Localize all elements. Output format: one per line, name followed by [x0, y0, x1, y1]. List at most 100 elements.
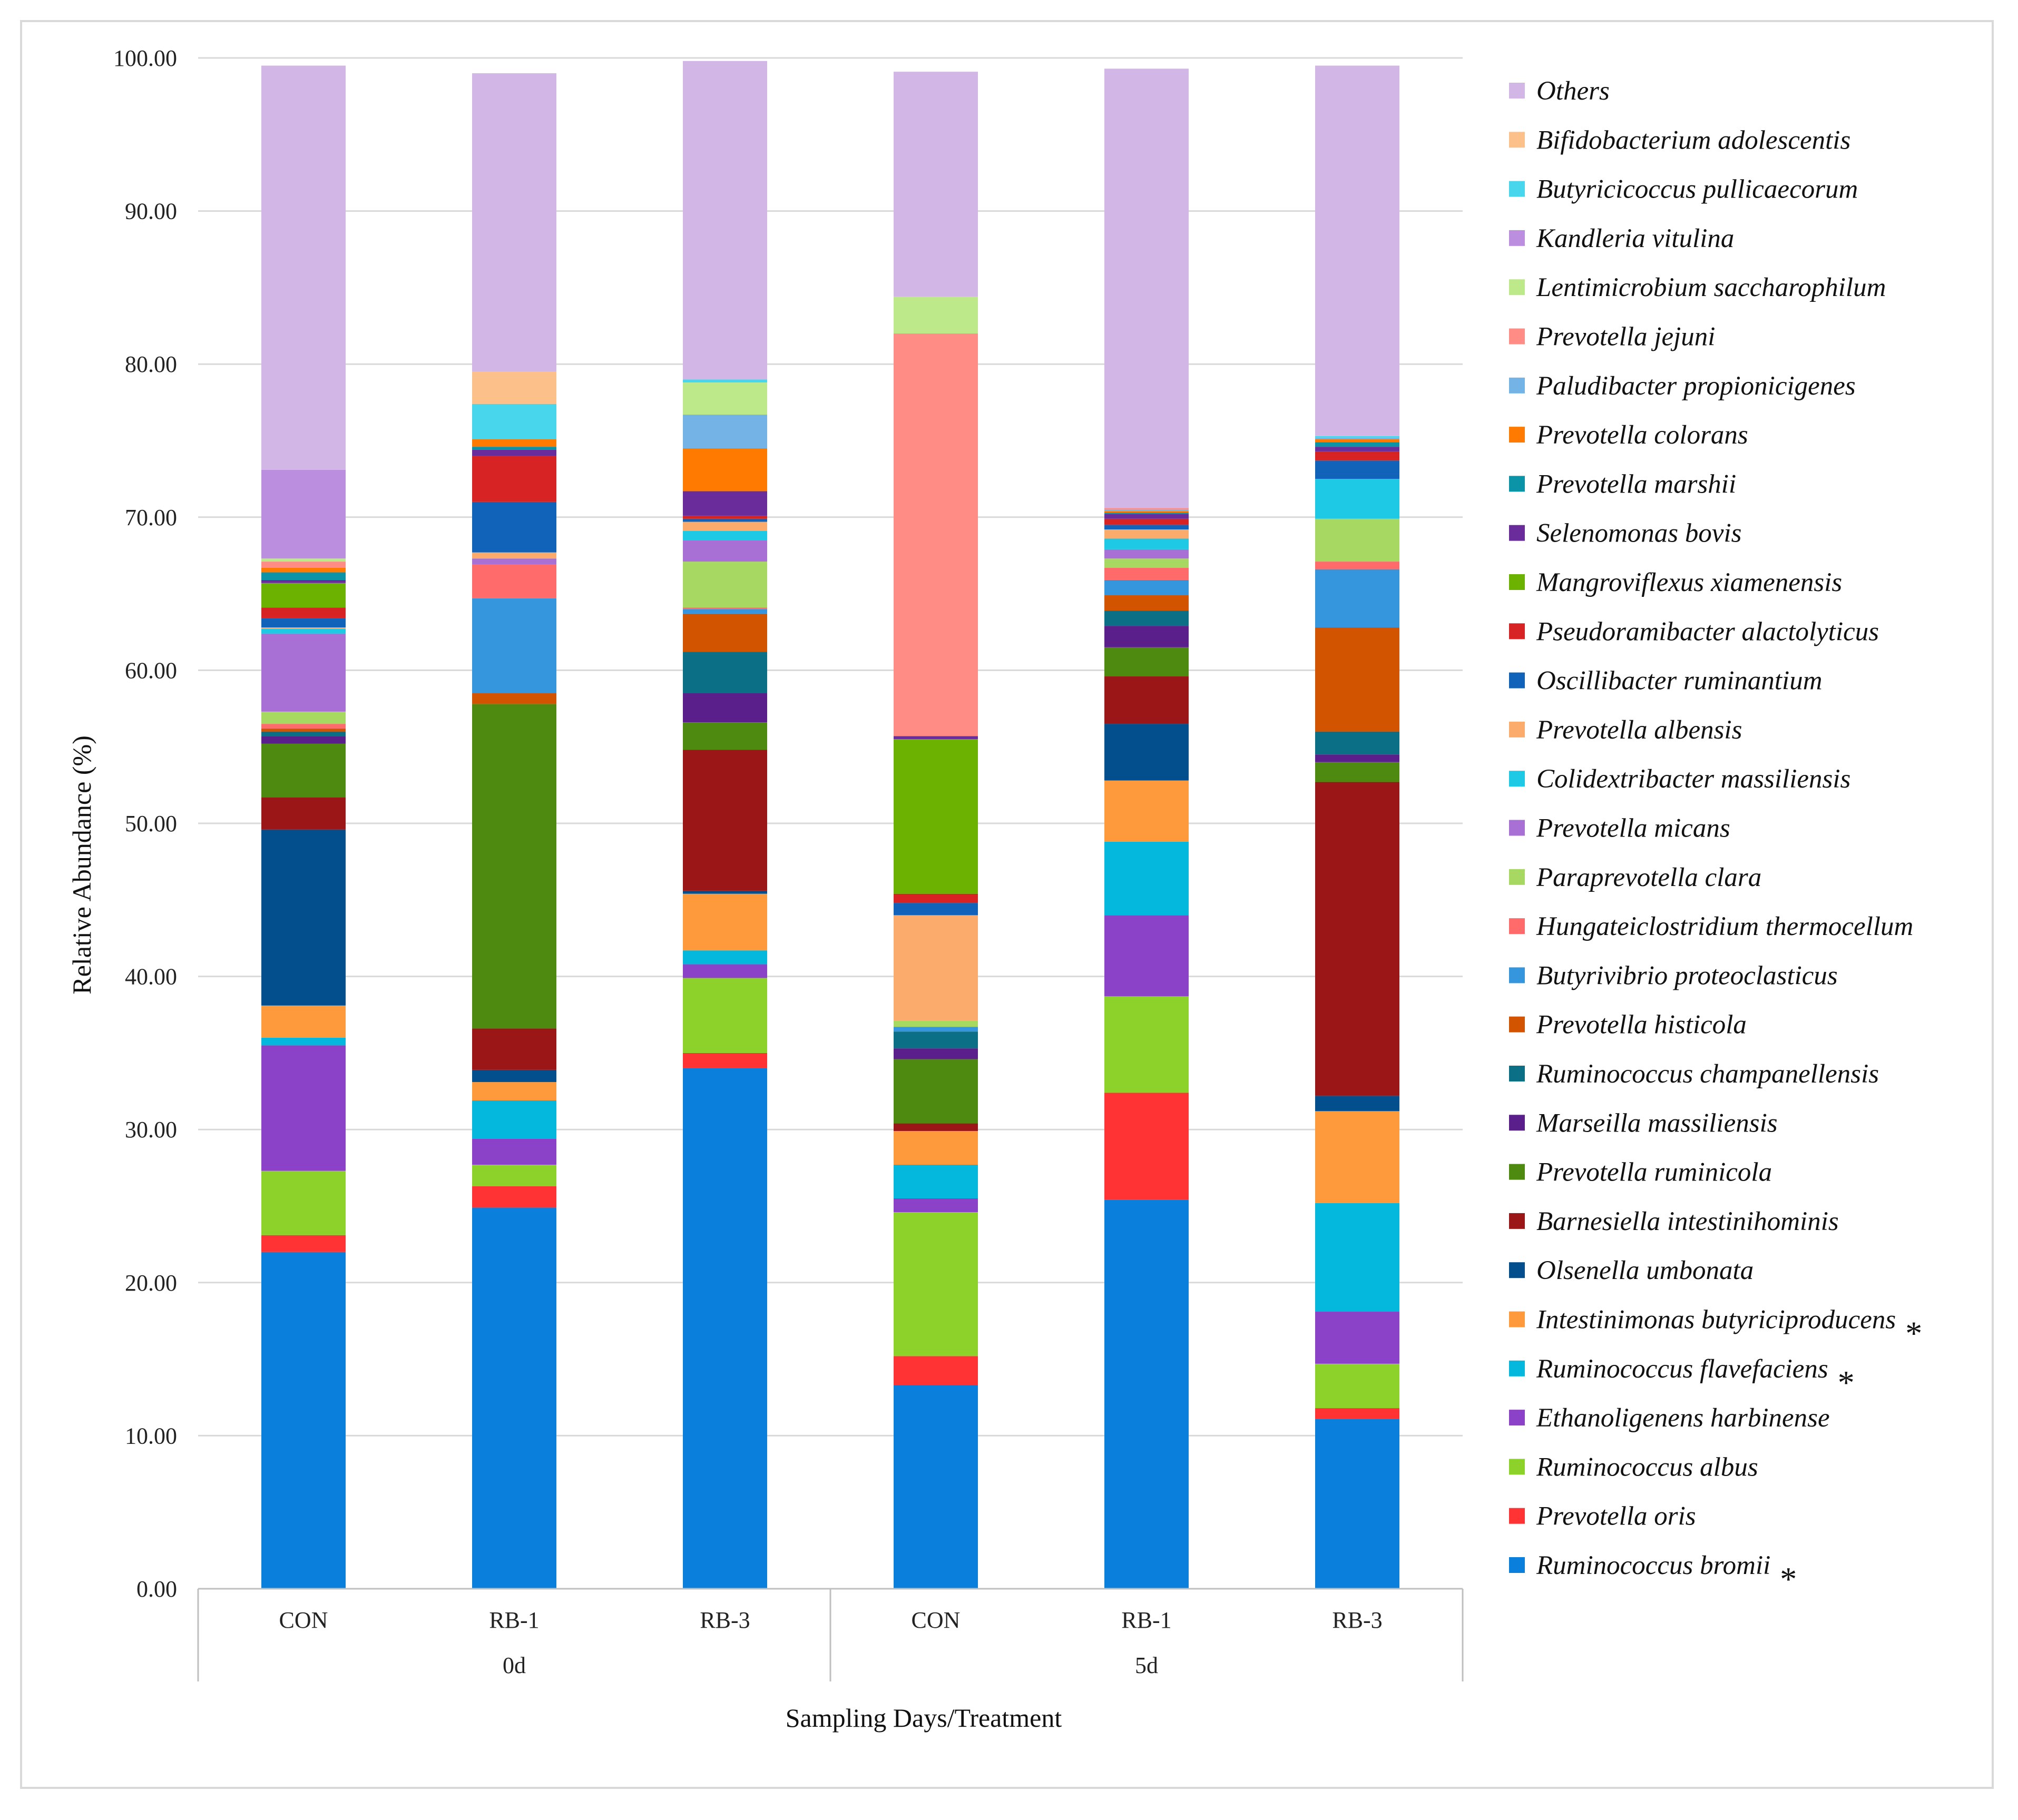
bar-segment: [1104, 780, 1189, 842]
y-tick-label: 20.00: [125, 1270, 177, 1296]
bar-stack: [1315, 65, 1399, 1589]
legend-item: Olsenella umbonata: [1509, 1256, 1753, 1285]
bar-segment: [683, 607, 767, 609]
legend-swatch: [1509, 771, 1525, 787]
bar-segment: [894, 1385, 978, 1589]
bar-segment: [1315, 1312, 1399, 1364]
bar-segment: [683, 540, 767, 562]
bar-segment: [1104, 915, 1189, 997]
bar-segment: [1315, 479, 1399, 519]
bar-segment: [683, 515, 767, 519]
bar-segment: [683, 978, 767, 1053]
bar-segment: [472, 1138, 556, 1165]
gridlines: 0.00 10.00 20.00 30.00 40.00 50.00 60.00 70.00 8…: [113, 45, 1463, 1602]
bar-segment: [894, 333, 978, 736]
bar-segment: [1104, 508, 1189, 510]
bar-segment: [683, 530, 767, 540]
y-tick-label: 50.00: [125, 811, 177, 837]
bar-segment: [894, 297, 978, 334]
legend-item: Ruminococcus bromii *: [1509, 1551, 1797, 1598]
bar-stack: [261, 65, 346, 1589]
bar-segment: [894, 915, 978, 1021]
y-axis-title: Relative Abundance (%): [67, 735, 96, 994]
bar-segment: [683, 1068, 767, 1589]
significance-asterisk: *: [1838, 1364, 1855, 1401]
bar-segment: [1104, 724, 1189, 781]
bar-segment: [1104, 841, 1189, 916]
bar-segment: [894, 1020, 978, 1027]
bar-segment: [472, 73, 556, 372]
legend-item: Prevotella marshii: [1509, 469, 1736, 499]
bar-segment: [261, 583, 346, 608]
bar-segment: [472, 1069, 556, 1083]
bar-segment: [1315, 1419, 1399, 1589]
bar-segment: [261, 711, 346, 724]
legend-label: Bifidobacterium adolescentis: [1536, 125, 1850, 155]
bar-segment: [894, 903, 978, 916]
legend-item: Prevotella oris: [1509, 1502, 1696, 1531]
legend-item: Prevotella albensis: [1509, 715, 1742, 745]
y-tick-label: 60.00: [125, 657, 177, 683]
bar-segment: [894, 1356, 978, 1385]
bar-segment: [683, 890, 767, 894]
legend-swatch: [1509, 1262, 1525, 1278]
bar-segment: [472, 404, 556, 439]
bar-segment: [1104, 529, 1189, 539]
legend-label: Butyricicoccus pullicaecorum: [1536, 175, 1858, 204]
legend-label: Paraprevotella clara: [1536, 863, 1761, 892]
bar-segment: [894, 1031, 978, 1049]
bar-segment: [894, 1123, 978, 1132]
legend-swatch: [1509, 869, 1525, 885]
legend-swatch: [1509, 525, 1525, 541]
bar-segment: [1315, 437, 1399, 439]
bar-segment: [683, 950, 767, 965]
legend-label: Prevotella micans: [1536, 814, 1730, 843]
legend-swatch: [1509, 1410, 1525, 1426]
bar-segment: [683, 964, 767, 978]
legend-swatch: [1509, 328, 1525, 345]
bar-segment: [261, 579, 346, 583]
legend-swatch: [1509, 1557, 1525, 1573]
bar-segment: [683, 415, 767, 449]
bar-segment: [683, 562, 767, 608]
legend-item: Intestinimonas butyriciproducens *: [1509, 1305, 1922, 1352]
legend-label: Colidextribacter massiliensis: [1536, 764, 1850, 794]
legend-label: Olsenella umbonata: [1536, 1256, 1753, 1285]
legend-swatch: [1509, 623, 1525, 640]
bar-segment: [683, 693, 767, 723]
x-axis-title: Sampling Days/Treatment: [786, 1703, 1062, 1733]
legend-item: Barnesiella intestinihominis: [1509, 1207, 1839, 1236]
legend-swatch: [1509, 1115, 1525, 1131]
bar-segment: [1315, 1096, 1399, 1111]
bar-segment: [1315, 731, 1399, 755]
bar-segment: [261, 1005, 346, 1038]
bar-segment: [261, 618, 346, 628]
bar-segment: [261, 743, 346, 798]
legend-swatch: [1509, 1508, 1525, 1524]
bar-segment: [894, 736, 978, 740]
chart-frame: 0.00 10.00 20.00 30.00 40.00 50.00 60.00 70.00 8…: [20, 20, 1994, 1789]
legend-label: Ruminococcus bromii: [1536, 1551, 1770, 1580]
significance-asterisk: *: [1905, 1315, 1922, 1352]
y-tick-label: 90.00: [125, 199, 177, 224]
x-category-label: RB-1: [489, 1607, 539, 1633]
bar-segment: [472, 1028, 556, 1070]
bar-segment: [261, 829, 346, 1006]
bar-segment: [1104, 1093, 1189, 1200]
bar-segment: [261, 558, 346, 562]
legend-swatch: [1509, 377, 1525, 393]
legend-label: Prevotella jejuni: [1536, 322, 1715, 352]
legend-swatch: [1509, 1164, 1525, 1180]
x-group-label: 5d: [1135, 1652, 1158, 1678]
bar-segment: [472, 371, 556, 404]
bar-segment: [472, 558, 556, 565]
bar-segment: [683, 491, 767, 516]
bar-segment: [1315, 1363, 1399, 1409]
legend-item: Prevotella colorans: [1509, 420, 1748, 450]
bar-segment: [894, 72, 978, 297]
bar-segment: [1315, 1111, 1399, 1203]
bar-segment: [894, 1131, 978, 1165]
bar-segment: [1315, 447, 1399, 451]
legend-item: Prevotella histicola: [1509, 1010, 1747, 1040]
legend-swatch: [1509, 574, 1525, 590]
